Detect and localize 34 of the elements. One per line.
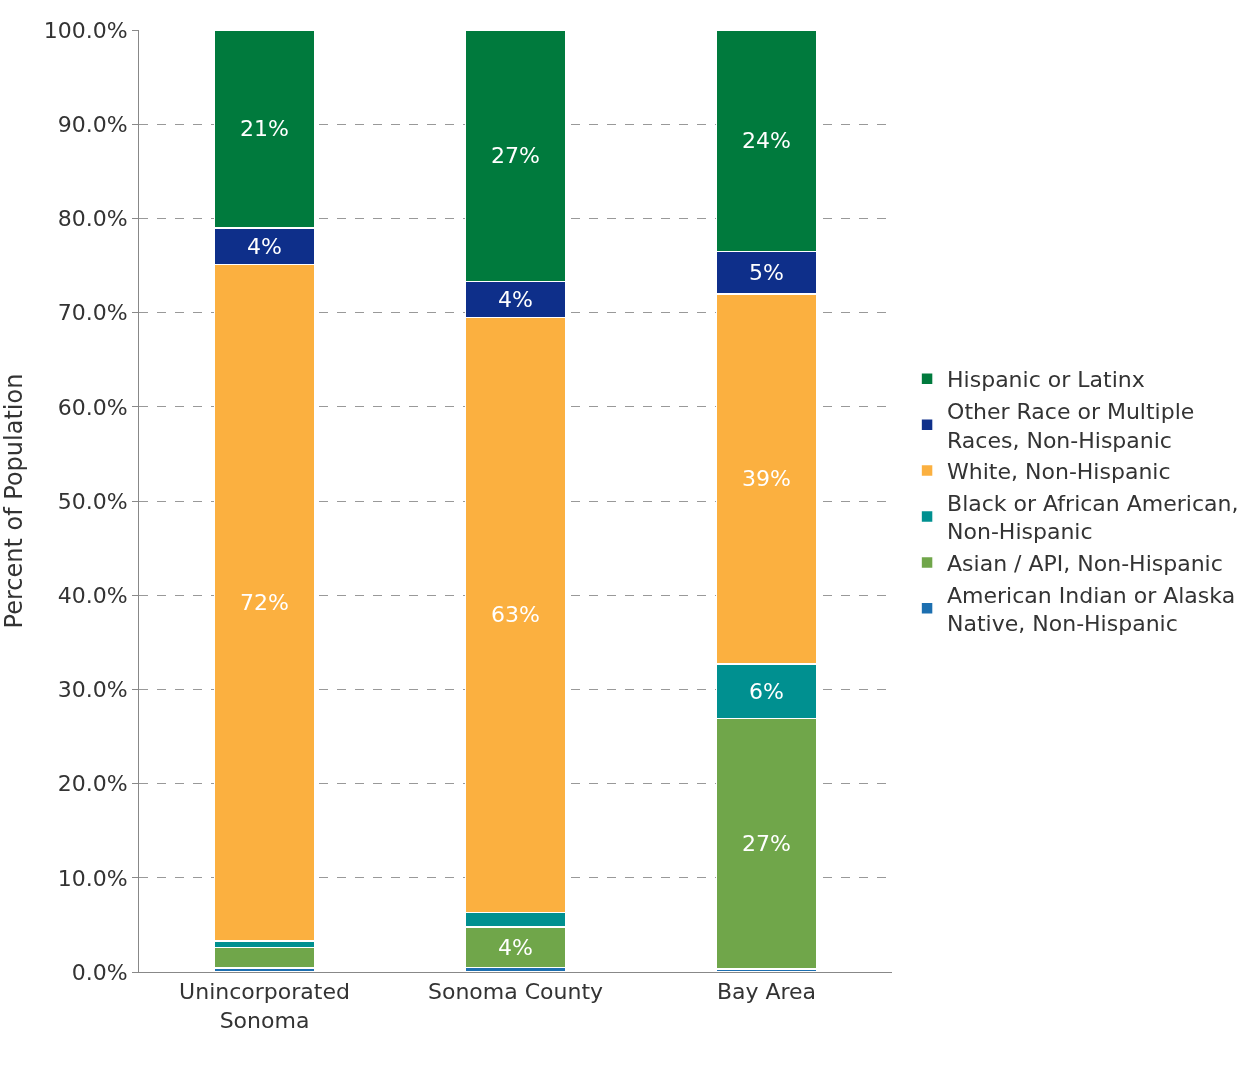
data-label: 39%: [742, 466, 791, 492]
bar: [213, 946, 316, 969]
legend-label: Other Race or Multiple Races, Non-Hispanic: [947, 398, 1195, 453]
x-tick-label: Sonoma County: [427, 979, 604, 1005]
y-tick-label: 30.0%: [57, 677, 128, 703]
x-tick-label: Bay Area: [716, 979, 817, 1005]
y-tick-label: 70.0%: [57, 300, 128, 326]
legend-label: Black or African American, Non-Hispanic: [947, 490, 1239, 545]
data-label: 4%: [498, 934, 533, 960]
legend-label: White, Non-Hispanic: [947, 459, 1171, 485]
data-label: 4%: [498, 286, 533, 312]
data-label: 6%: [749, 678, 784, 704]
data-label: 27%: [742, 831, 791, 857]
data-label: 27%: [491, 143, 540, 169]
legend-label: Hispanic or Latinx: [947, 367, 1145, 393]
data-label: 72%: [240, 590, 289, 616]
y-tick-label: 20.0%: [57, 771, 128, 797]
y-tick-label: 60.0%: [57, 394, 128, 420]
legend-label: Asian / API, Non-Hispanic: [947, 550, 1223, 576]
data-label: 63%: [491, 602, 540, 628]
y-tick-label: 90.0%: [57, 111, 128, 137]
y-tick-label: 40.0%: [57, 582, 128, 608]
data-label: 4%: [247, 233, 282, 259]
data-label: 5%: [749, 260, 784, 286]
x-tick-label: Unincorporated Sonoma: [179, 979, 350, 1033]
data-label: 21%: [240, 116, 289, 142]
y-tick-label: 10.0%: [57, 865, 128, 891]
y-tick-label: 80.0%: [57, 206, 128, 232]
y-axis-title: Percent of Population: [0, 373, 28, 629]
legend-label: American Indian or Alaska Native, Non-Hispanic: [947, 582, 1236, 637]
data-label: 24%: [742, 128, 791, 154]
y-tick-label: 100.0%: [43, 17, 128, 43]
y-tick-label: 0.0%: [71, 959, 128, 985]
y-tick-label: 50.0%: [57, 488, 128, 514]
